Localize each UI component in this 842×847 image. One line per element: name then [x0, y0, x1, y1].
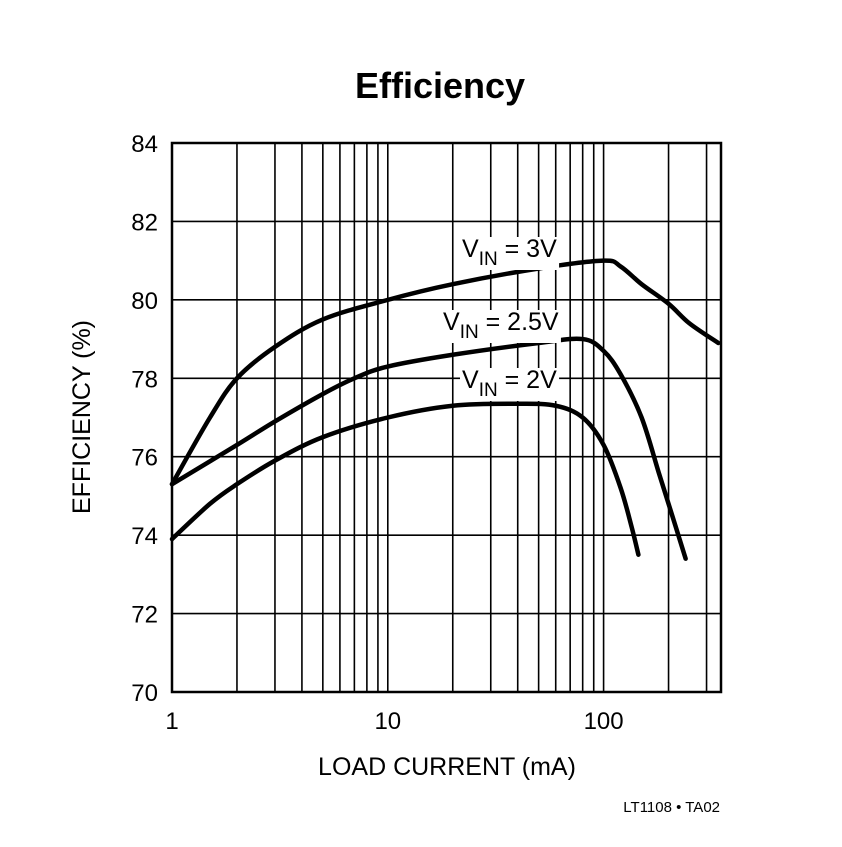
y-tick-label: 82: [131, 209, 158, 236]
y-tick-label: 80: [131, 288, 158, 315]
y-tick-label: 76: [131, 445, 158, 472]
y-tick-label: 72: [131, 602, 158, 629]
x-axis-label: LOAD CURRENT (mA): [318, 753, 576, 781]
series-label: VIN = 2V: [462, 366, 557, 401]
series-line: [169, 258, 721, 487]
series-label-background: [441, 310, 561, 343]
series-line: [169, 336, 688, 561]
x-tick-label: 1: [165, 708, 178, 735]
y-tick-label: 84: [131, 131, 158, 158]
x-tick-label: 10: [374, 708, 401, 735]
y-tick-label: 78: [131, 366, 158, 393]
series-label: VIN = 3V: [462, 235, 557, 270]
series-line: [169, 401, 641, 557]
x-tick-label: 100: [584, 708, 624, 735]
x-tick-labels: 1 10 100: [165, 708, 623, 735]
grid: [172, 143, 721, 692]
series-label: VIN = 2.5V: [443, 308, 559, 343]
figure-id: LT1108 • TA02: [623, 799, 720, 816]
y-tick-label: 74: [131, 523, 158, 550]
plot-frame: [170, 141, 723, 694]
series-group: VIN = 3V VIN = 2.5V VIN = 2V: [169, 235, 721, 561]
chart-title: Efficiency: [355, 65, 525, 106]
series-label-background: [460, 368, 560, 401]
y-tick-label: 70: [131, 680, 158, 707]
y-axis-label: EFFICIENCY (%): [68, 320, 96, 514]
series-label-background: [460, 237, 560, 270]
y-tick-labels: 70 72 74 76 78 80 82 84: [131, 131, 158, 707]
